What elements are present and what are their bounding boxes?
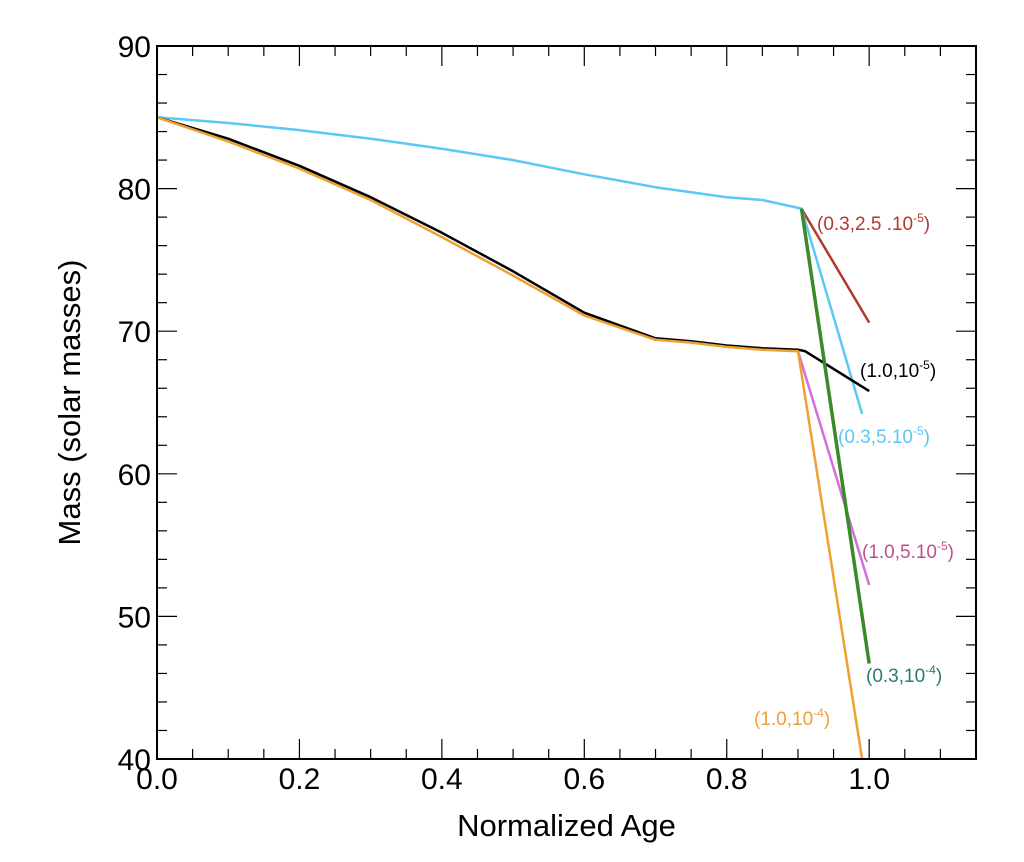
plot-frame <box>156 45 977 760</box>
series-line <box>800 207 871 324</box>
x-tick-label: 1.0 <box>848 763 890 796</box>
series-label: (1.0,10-4) <box>754 706 830 730</box>
axis-ticks <box>156 45 977 760</box>
y-tick-label: 60 <box>118 459 151 492</box>
series-label: (1.0,10-5) <box>860 358 936 382</box>
y-tick-label: 70 <box>118 316 151 349</box>
y-tick-label: 50 <box>118 601 151 634</box>
series-label: (1.0,5.10-5) <box>862 539 954 563</box>
plot-lines <box>156 116 871 760</box>
series-line <box>799 208 871 664</box>
series-line <box>796 350 871 586</box>
series-labels: (0.3,2.5 .10-5) (0.3,5.10-5) (1.0,10-5) (1.… <box>754 211 954 730</box>
x-tick-label: 0.0 <box>136 763 178 796</box>
series-line <box>156 116 870 393</box>
x-tick-label: 0.8 <box>706 763 748 796</box>
x-axis-title: Normalized Age <box>457 808 676 843</box>
axis-tick-labels: 0.0 0.2 0.4 0.6 0.8 1.0 40 50 60 70 80 90 <box>118 31 890 796</box>
y-tick-label: 80 <box>118 174 151 207</box>
y-axis-title: Mass (solar masses) <box>52 260 87 546</box>
x-tick-label: 0.4 <box>421 763 463 796</box>
x-tick-label: 0.6 <box>563 763 605 796</box>
x-tick-label: 0.2 <box>279 763 321 796</box>
series-line <box>156 116 864 760</box>
series-label: (0.3,5.10-5) <box>838 424 930 448</box>
series-line <box>156 116 864 415</box>
series-label: (0.3,2.5 .10-5) <box>817 211 930 235</box>
y-tick-label: 40 <box>118 744 151 777</box>
series-label: (0.3,10-4) <box>866 663 942 687</box>
y-tick-label: 90 <box>118 31 151 64</box>
